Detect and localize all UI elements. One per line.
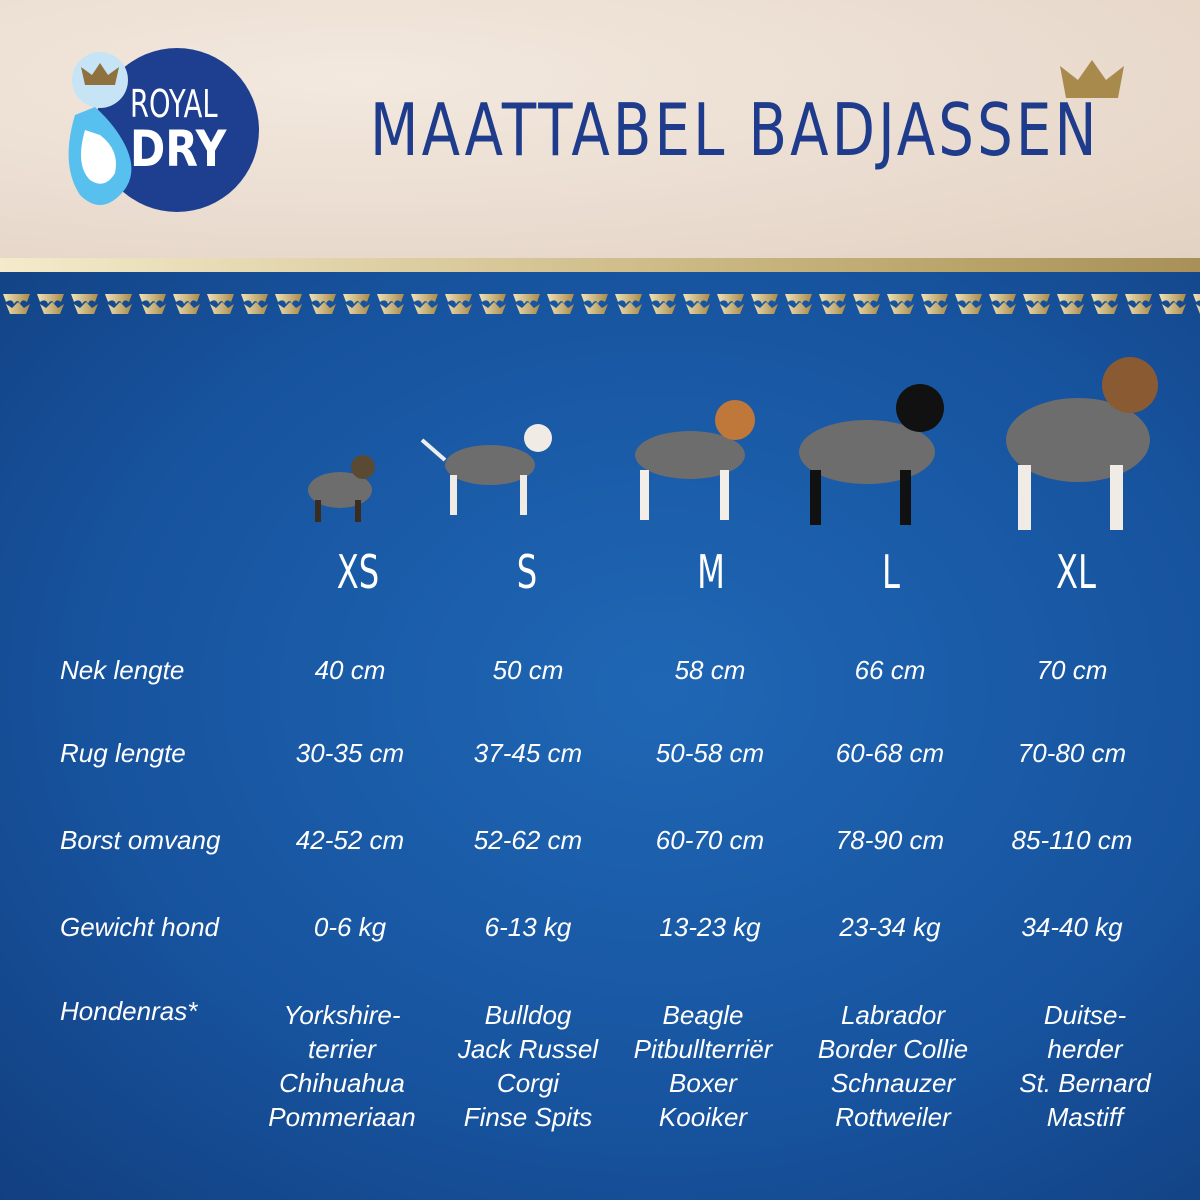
crown-icon <box>1060 60 1124 98</box>
breed-name: Jack Russel <box>457 1034 599 1064</box>
table-cell: 40 cm <box>314 655 386 685</box>
breed-name: St. Bernard <box>1019 1068 1151 1098</box>
breeds-cell: Duitse-herder St. Bernard Mastiff <box>1019 998 1151 1134</box>
table-cell: 52-62 cm <box>473 825 583 855</box>
breed-name: Pitbullterriër <box>633 1034 773 1064</box>
table-cell: 23-34 kg <box>839 912 941 942</box>
logo-text-royal: ROYAL <box>130 82 218 126</box>
breed-name: Bulldog <box>484 1000 572 1030</box>
size-header-m: M <box>697 545 725 599</box>
table-cell: 50-58 cm <box>655 738 765 768</box>
dog-s-image <box>420 424 552 515</box>
breed-name: Boxer <box>669 1068 737 1098</box>
table-cell: 70-80 cm <box>1017 738 1127 768</box>
breeds-cell: Yorkshire-terrier Chihuahua Pommeriaan <box>268 998 415 1134</box>
table-cell: 42-52 cm <box>295 825 405 855</box>
page-title: MAATTABEL BADJASSEN <box>370 88 1100 172</box>
breeds-cell: Bulldog Jack Russel Corgi Finse Spits <box>458 998 598 1134</box>
breeds-cell: Labrador Border Collie Schnauzer Rottweiler <box>818 998 968 1134</box>
table-cell: 34-40 kg <box>1021 912 1123 942</box>
table-cell: 30-35 cm <box>295 738 405 768</box>
breed-name: Kooiker <box>658 1102 748 1132</box>
breeds-label: Hondenras* <box>60 996 198 1026</box>
breed-name: Chihuahua <box>279 1068 405 1098</box>
row-label: Borst omvang <box>60 825 221 855</box>
row-label: Nek lengte <box>60 655 185 685</box>
breed-name: Border Collie <box>817 1034 969 1064</box>
table-background <box>0 272 1200 1200</box>
dog-m-image <box>635 400 755 520</box>
table-cell: 78-90 cm <box>835 825 945 855</box>
size-header-l: L <box>882 545 900 599</box>
dog-l-image <box>799 384 944 525</box>
table-cell: 85-110 cm <box>1011 825 1133 855</box>
size-header-xl: XL <box>1056 545 1096 599</box>
table-cell: 0-6 kg <box>313 912 387 942</box>
table-cell: 6-13 kg <box>484 912 572 942</box>
royal-dry-logo <box>68 48 259 212</box>
table-cell: 58 cm <box>674 655 746 685</box>
breed-name: Finse Spits <box>463 1102 593 1132</box>
crown-border-decoration <box>0 290 1200 318</box>
size-header-s: S <box>516 545 538 599</box>
breed-name: Corgi <box>496 1068 560 1098</box>
breed-name: Yorkshire- <box>283 1000 401 1030</box>
breed-name: Mastiff <box>1046 1102 1124 1132</box>
gold-band <box>0 258 1200 272</box>
breed-name: Pommeriaan <box>268 1102 416 1132</box>
row-label: Rug lengte <box>60 738 186 768</box>
table-cell: 70 cm <box>1036 655 1108 685</box>
breeds-cell: Beagle Pitbullterriër Boxer Kooiker <box>634 998 773 1134</box>
table-cell: 37-45 cm <box>473 738 583 768</box>
size-header-xs: XS <box>336 545 380 599</box>
row-label: Gewicht hond <box>60 912 219 942</box>
table-cell: 50 cm <box>492 655 564 685</box>
breed-name: Schnauzer <box>830 1068 956 1098</box>
dog-xl-image <box>1006 357 1158 530</box>
table-cell: 60-68 cm <box>835 738 945 768</box>
table-cell: 13-23 kg <box>659 912 761 942</box>
table-cell: 66 cm <box>854 655 926 685</box>
table-cell: 60-70 cm <box>655 825 765 855</box>
breed-name: Beagle <box>662 1000 744 1030</box>
breed-name: Labrador <box>840 1000 946 1030</box>
dog-xs-image <box>308 455 375 522</box>
breed-name: Duitse- <box>1043 1000 1127 1030</box>
breed-name: terrier <box>308 1034 376 1064</box>
breed-name: herder <box>1047 1034 1123 1064</box>
logo-text-dry: DRY <box>130 120 227 178</box>
breed-name: Rottweiler <box>835 1102 951 1132</box>
